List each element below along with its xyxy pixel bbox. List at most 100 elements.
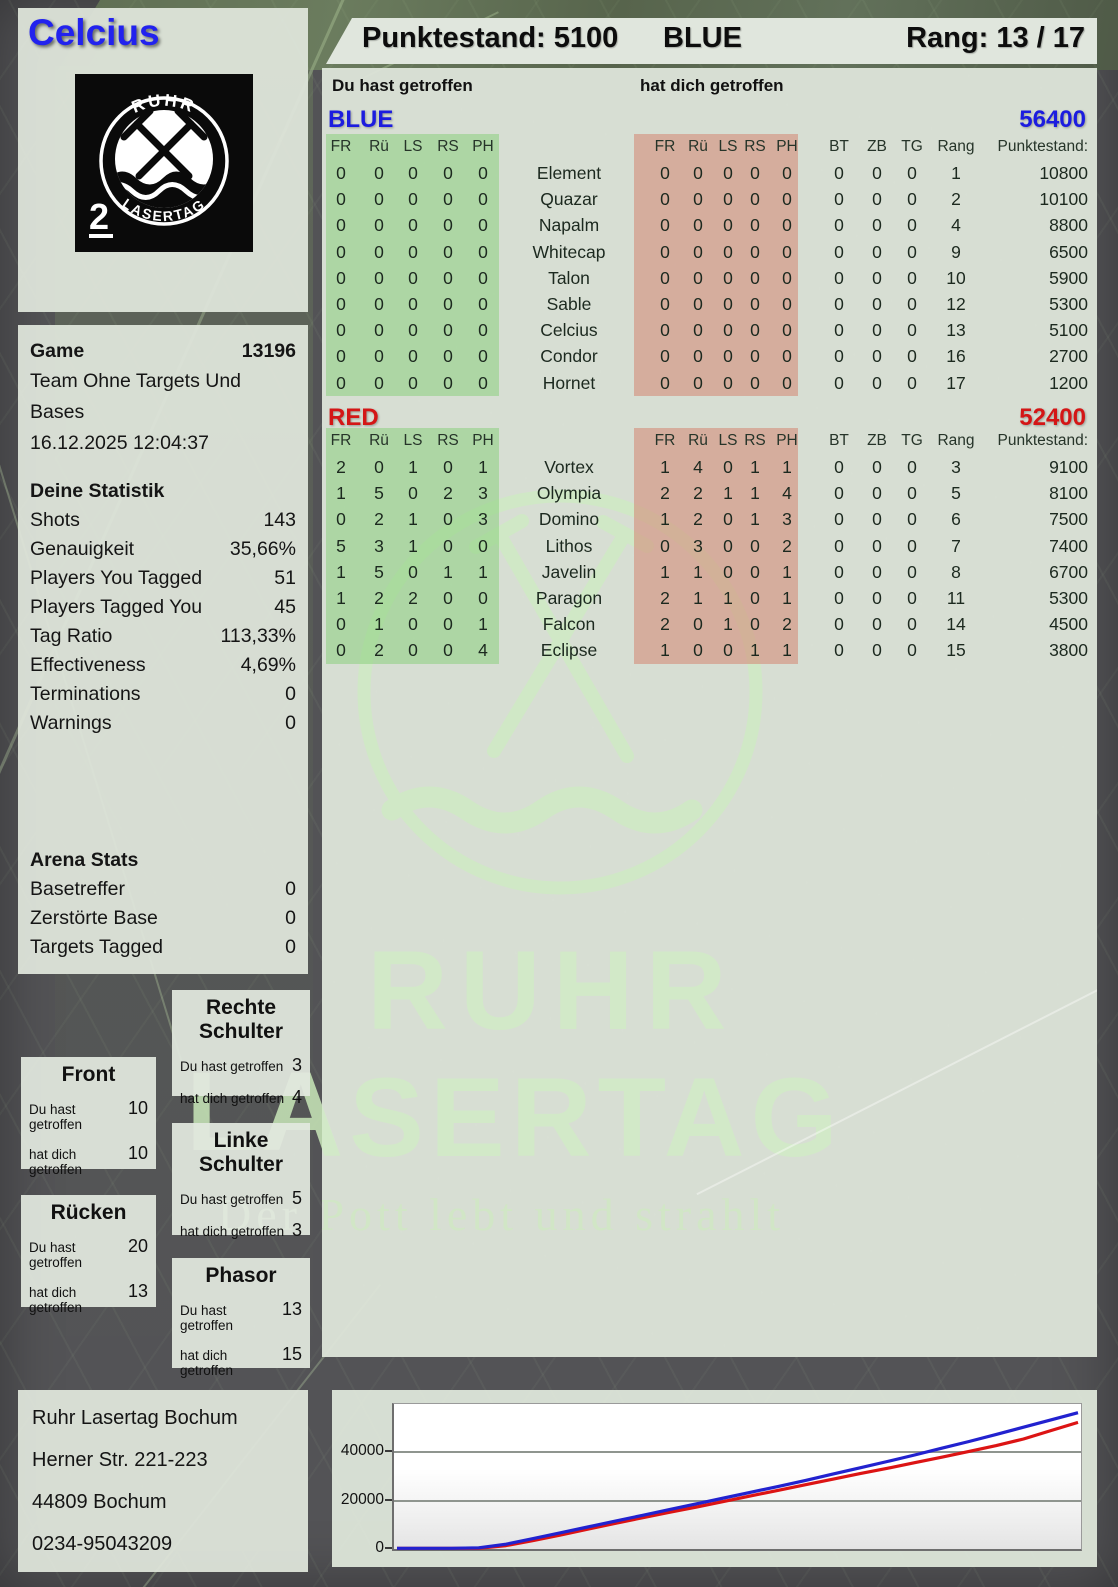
stat-cell: 1: [782, 588, 792, 608]
stat-cell: 0: [723, 189, 733, 210]
stat-cell: 0: [834, 457, 844, 477]
stat-cell: 2: [660, 483, 670, 504]
stat-cell: 0: [660, 535, 670, 556]
stat-cell: 0: [478, 346, 488, 367]
stat-cell: 0: [408, 294, 418, 314]
stat-cell: 0: [443, 535, 453, 556]
stat-cell: 1: [336, 483, 346, 504]
stat-row: Warnings 0: [30, 712, 296, 734]
stat-cell: 0: [723, 267, 733, 288]
stat-cell: 0: [336, 640, 346, 661]
stat-cell: 0: [834, 189, 844, 210]
stat-cell: 0: [336, 509, 346, 530]
stat-cell: 0: [907, 163, 917, 183]
column-header: Rang: [937, 138, 975, 155]
stat-cell: 5: [374, 483, 384, 504]
stat-cell: 0: [907, 640, 917, 661]
stat-cell: 1: [750, 483, 760, 504]
hat-dich-getroffen-header: hat dich getroffen: [640, 76, 784, 95]
stat-cell: 2: [374, 509, 384, 530]
stat-cell: 0: [834, 294, 844, 314]
stats-section-title: Deine Statistik: [30, 480, 165, 502]
rank-cell: 13: [946, 320, 966, 341]
column-header: Rang: [937, 432, 975, 449]
column-header: LS: [718, 432, 738, 449]
table-row: 0 0 0 0 0 Napalm 0 0 0 0 0 0 0 0 4 8800: [322, 212, 1097, 238]
stat-cell: 0: [443, 509, 453, 530]
stat-cell: 0: [693, 163, 703, 183]
stat-cell: 0: [834, 163, 844, 183]
stat-row: Shots 143: [30, 509, 296, 531]
hitzone-row: hat dich getroffen 3: [180, 1220, 302, 1240]
team-name-header: BLUE: [663, 22, 742, 54]
stat-cell: 0: [723, 346, 733, 367]
rank-cell: 7: [951, 535, 961, 556]
stat-row: Genauigkeit 35,66%: [30, 538, 296, 560]
stat-cell: 0: [408, 189, 418, 210]
column-header: ZB: [867, 138, 887, 155]
stat-cell: 0: [834, 588, 844, 608]
hitzone-row: hat dich getroffen 10: [29, 1143, 148, 1177]
stat-cell: 0: [872, 189, 882, 210]
laser-beam-decor: [696, 902, 1097, 1196]
team-label: RED: [328, 404, 379, 431]
rank-cell: 1: [951, 163, 961, 183]
rank-cell: 16: [946, 346, 966, 367]
column-header: PH: [776, 432, 798, 449]
rank-cell: 8: [951, 561, 961, 582]
score-cell: 5100: [1049, 320, 1088, 341]
column-header: RS: [437, 432, 459, 449]
stat-cell: 0: [750, 215, 760, 236]
rank-cell: 4: [951, 215, 961, 236]
column-header: PH: [472, 138, 494, 155]
stat-cell: 0: [723, 561, 733, 582]
column-header: FR: [330, 138, 352, 155]
column-header: LS: [403, 138, 423, 155]
stat-cell: 0: [443, 457, 453, 477]
hitzone-row: hat dich getroffen 15: [180, 1344, 302, 1378]
stat-cell: 1: [693, 588, 703, 608]
stat-cell: 0: [750, 320, 760, 341]
stat-cell: 0: [872, 561, 882, 582]
stat-cell: 0: [478, 163, 488, 183]
hitzone-row: Du hast getroffen 5: [180, 1188, 302, 1208]
stat-row: Terminations 0: [30, 683, 296, 705]
stat-cell: 0: [408, 640, 418, 661]
stat-cell: 0: [872, 215, 882, 236]
hitzone-row: Du hast getroffen 20: [29, 1236, 148, 1270]
stat-cell: 0: [660, 163, 670, 183]
stat-cell: 0: [782, 320, 792, 341]
score-cell: 8800: [1049, 215, 1088, 236]
stat-cell: 0: [723, 241, 733, 262]
stat-cell: 1: [723, 588, 733, 608]
stat-cell: 0: [478, 372, 488, 393]
stat-cell: 0: [834, 372, 844, 393]
stat-cell: 0: [782, 372, 792, 393]
table-row: 1 5 0 1 1 Javelin 1 1 0 0 1 0 0 0 8 6700: [322, 559, 1097, 585]
stat-cell: 0: [834, 640, 844, 661]
stat-cell: 0: [374, 457, 384, 477]
stat-cell: 0: [872, 640, 882, 661]
stat-cell: 0: [750, 346, 760, 367]
chart-gridline: [394, 1499, 1081, 1502]
stat-cell: 0: [750, 588, 760, 608]
stat-cell: 0: [834, 614, 844, 635]
stat-cell: 4: [478, 640, 488, 661]
table-row: 1 5 0 2 3 Olympia 2 2 1 1 4 0 0 0 5 8100: [322, 480, 1097, 506]
stat-cell: 0: [723, 509, 733, 530]
stat-cell: 0: [443, 215, 453, 236]
stat-cell: 1: [660, 457, 670, 477]
table-row: 2 0 1 0 1 Vortex 1 4 0 1 1 0 0 0 3 9100: [322, 454, 1097, 480]
column-header: Rü: [688, 432, 708, 449]
rank-cell: 9: [951, 241, 961, 262]
stat-cell: 0: [782, 241, 792, 262]
stat-cell: 1: [443, 561, 453, 582]
player-name-cell: Domino: [538, 509, 600, 530]
column-header: Rü: [369, 138, 389, 155]
stat-cell: 0: [660, 294, 670, 314]
stat-cell: 0: [374, 241, 384, 262]
stat-cell: 0: [374, 346, 384, 367]
stat-cell: 0: [336, 346, 346, 367]
player-name-cell: Element: [536, 163, 602, 183]
player-name-cell: Whitecap: [532, 241, 606, 262]
